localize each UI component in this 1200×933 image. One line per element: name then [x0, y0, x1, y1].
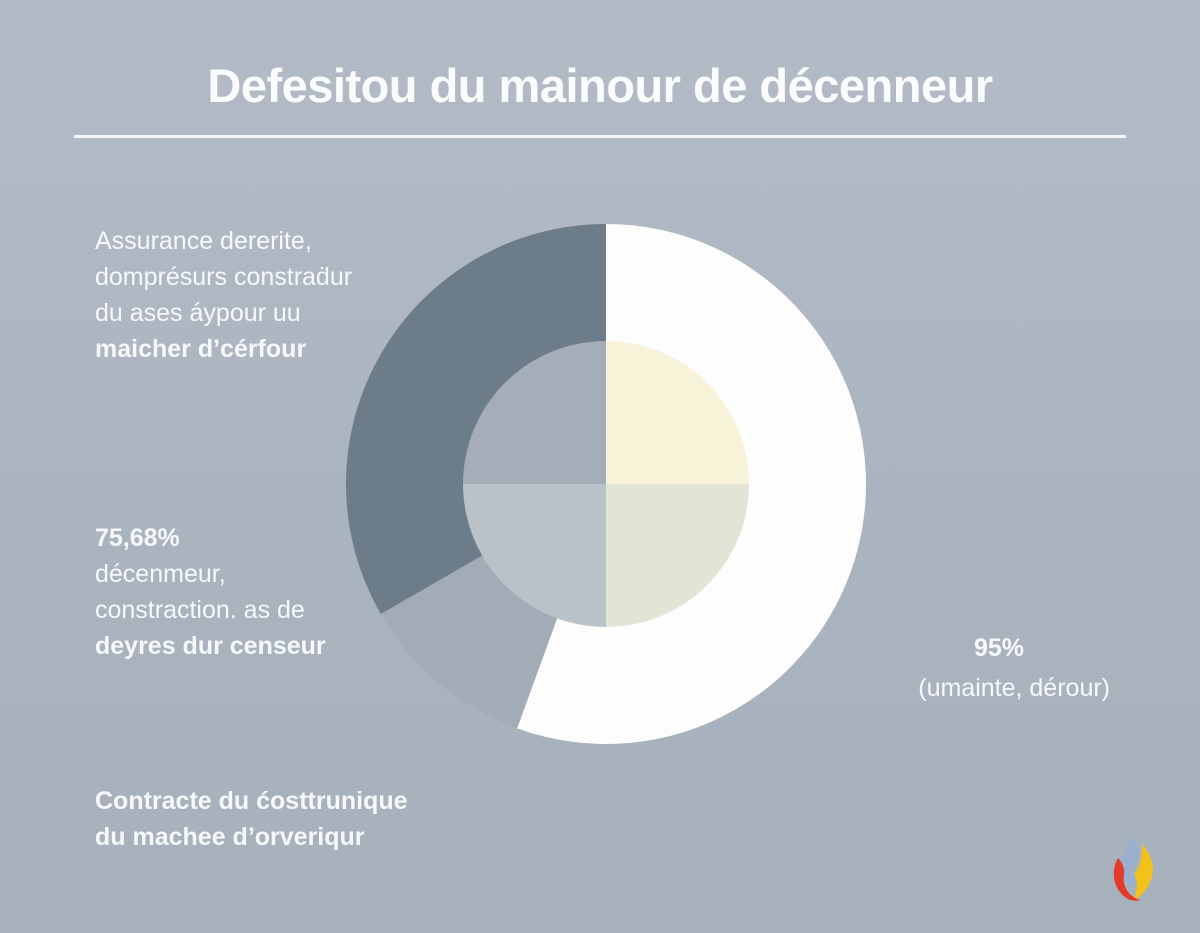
annotation-bottom-left-line: du machee d’orveriqur: [95, 823, 365, 851]
annotation-right: 95% (umainte, dérour): [860, 630, 1110, 702]
annotation-top-left-line: du ases áypour uu: [95, 299, 301, 327]
inner-disc: [463, 341, 749, 627]
annotation-right-value: 95%: [973, 634, 1024, 662]
annotation-mid-left-line: deyres dur censeur: [95, 632, 326, 660]
inner-quadrant-top-left: [463, 341, 606, 484]
annotation-mid-left: 75,68% décenmeur, constraction. as de deyre…: [95, 520, 326, 664]
annotation-mid-left-line: décenmeur,: [95, 560, 226, 588]
flame-logo-icon: [1113, 836, 1153, 902]
chart-title: Defesitou du mainour de décenneur: [207, 59, 993, 112]
title-divider: [74, 135, 1126, 138]
annotation-right-sub: (umainte, dérour): [918, 674, 1110, 702]
annotation-mid-left-line: constraction. as de: [95, 596, 305, 624]
annotation-top-left-line: Assurance dererite,: [95, 227, 312, 255]
annotation-top-left-line: domprésurs constraḋur: [95, 263, 353, 291]
annotation-bottom-left-line: Contracte du ćosttrunique: [95, 787, 408, 815]
annotation-mid-left-line: 75,68%: [95, 524, 180, 552]
inner-quadrant-top-right: [606, 341, 749, 484]
annotation-top-left-line: maicher d’cérfour: [95, 335, 307, 363]
annotation-bottom-left: Contracte du ćosttrunique du machee d’orv…: [95, 783, 408, 855]
annotation-top-left: Assurance dererite, domprésurs constraḋur…: [95, 223, 352, 367]
inner-quadrant-bottom-left: [463, 484, 606, 627]
inner-quadrant-bottom-right: [606, 484, 749, 627]
